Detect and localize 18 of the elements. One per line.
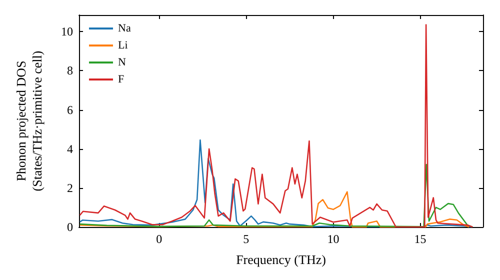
y-tick-label: 8: [67, 64, 73, 78]
legend-label: F: [118, 74, 124, 86]
legend-label: N: [118, 56, 126, 68]
legend-label: Na: [118, 22, 131, 34]
y-axis-title: Phonon projected DOS (States/THz·primitive cell): [14, 50, 44, 192]
line-series: [79, 139, 474, 228]
x-axis-title: Frequency (THz): [236, 252, 326, 267]
x-tick-label: 5: [243, 232, 250, 246]
y-tick-label: 6: [67, 102, 73, 117]
y-tick-label: 2: [67, 180, 73, 195]
x-tick-label: 0: [156, 232, 162, 246]
legend-label: Li: [118, 40, 128, 52]
line-series: [79, 24, 474, 228]
y-tick-label: 10: [61, 24, 73, 39]
y-tick-label: 4: [67, 142, 73, 156]
y-tick-label: 0: [67, 220, 73, 234]
x-tick-label: 10: [327, 232, 340, 246]
x-tick-label: 15: [414, 232, 426, 246]
